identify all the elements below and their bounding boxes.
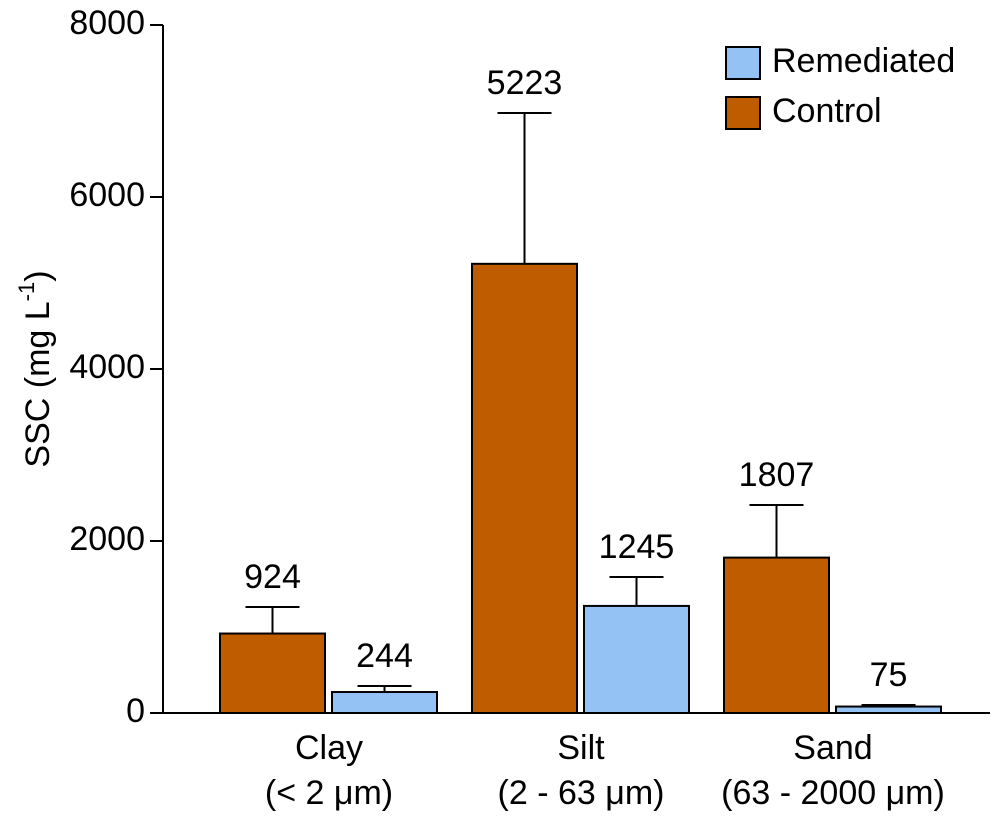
y-label-part: SSC (mg L — [19, 301, 57, 467]
bar — [331, 691, 438, 714]
legend-label: Control — [772, 92, 882, 130]
x-tick-label: Clay — [295, 729, 363, 767]
bar — [219, 632, 326, 715]
y-axis-label: SSC (mg L-1) — [14, 270, 57, 467]
legend-label: Remediated — [772, 42, 955, 80]
value-label: 924 — [244, 558, 301, 596]
x-tick-label: Sand — [793, 729, 872, 767]
value-label: 75 — [870, 656, 908, 694]
legend-swatch — [725, 96, 761, 130]
x-tick-label: (< 2 μm) — [265, 774, 393, 812]
value-label: 244 — [356, 637, 413, 675]
value-label: 1807 — [739, 456, 815, 494]
x-tick-label: Silt — [557, 729, 605, 767]
bar — [583, 604, 690, 714]
y-label-sup: -1 — [14, 282, 39, 302]
bar — [723, 556, 830, 715]
x-tick-label: (63 - 2000 μm) — [721, 774, 945, 812]
value-label: 5223 — [487, 64, 563, 102]
y-tick-label: 2000 — [69, 520, 145, 558]
legend-swatch — [725, 46, 761, 80]
y-tick-label: 8000 — [69, 4, 145, 42]
y-label-part: ) — [19, 270, 57, 281]
value-label: 1245 — [599, 528, 675, 566]
bar — [471, 262, 578, 714]
y-tick-label: 4000 — [69, 348, 145, 386]
y-tick-label: 6000 — [69, 176, 145, 214]
x-tick-label: (2 - 63 μm) — [498, 774, 665, 812]
y-tick-label: 0 — [126, 692, 145, 730]
